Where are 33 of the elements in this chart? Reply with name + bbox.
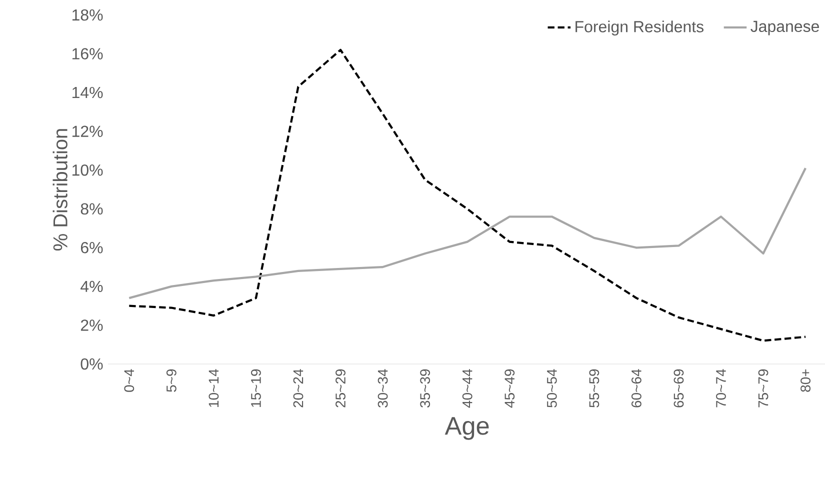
y-tick-label: 14%: [72, 86, 103, 98]
x-tick-label: 15~19: [251, 369, 261, 407]
x-tick-label: 55~59: [589, 369, 600, 408]
x-axis-title: Age: [444, 417, 489, 440]
x-tick-label: 5~9: [166, 369, 176, 392]
y-axis-title: % Distribution: [52, 129, 68, 250]
y-tick-label: 0%: [80, 358, 103, 370]
x-tick-label: 60~64: [631, 369, 642, 408]
x-tick-label: 50~54: [546, 369, 557, 408]
legend-label: Japanese: [750, 20, 819, 36]
line-series: [128, 167, 807, 300]
x-tick-label: 75~79: [758, 369, 768, 408]
x-tick-label: 35~39: [420, 369, 430, 408]
y-tick-label: 18%: [72, 9, 103, 21]
y-tick-label: 16%: [72, 48, 103, 60]
x-tick-label: 45~49: [504, 369, 515, 408]
x-tick-label: 10~14: [208, 369, 219, 407]
x-tick-label: 80+: [800, 369, 810, 392]
y-tick-label: 12%: [72, 126, 103, 137]
x-tick-label: 40~44: [462, 369, 472, 408]
x-tick-label: 20~24: [293, 369, 304, 408]
x-tick-label: 30~34: [378, 369, 388, 408]
x-tick-label: 25~29: [336, 369, 346, 408]
y-tick-label: 2%: [80, 320, 103, 331]
y-tick-label: 8%: [80, 203, 103, 215]
y-tick-label: 6%: [80, 242, 103, 254]
y-tick-label: 4%: [80, 280, 103, 292]
line-series: [128, 48, 807, 342]
x-tick-label: 70~74: [716, 369, 726, 408]
x-tick-label: 0~4: [124, 369, 134, 392]
legend-label: Foreign Residents: [576, 20, 704, 36]
x-tick-label: 65~69: [674, 369, 684, 408]
y-tick-label: 10%: [72, 164, 103, 176]
